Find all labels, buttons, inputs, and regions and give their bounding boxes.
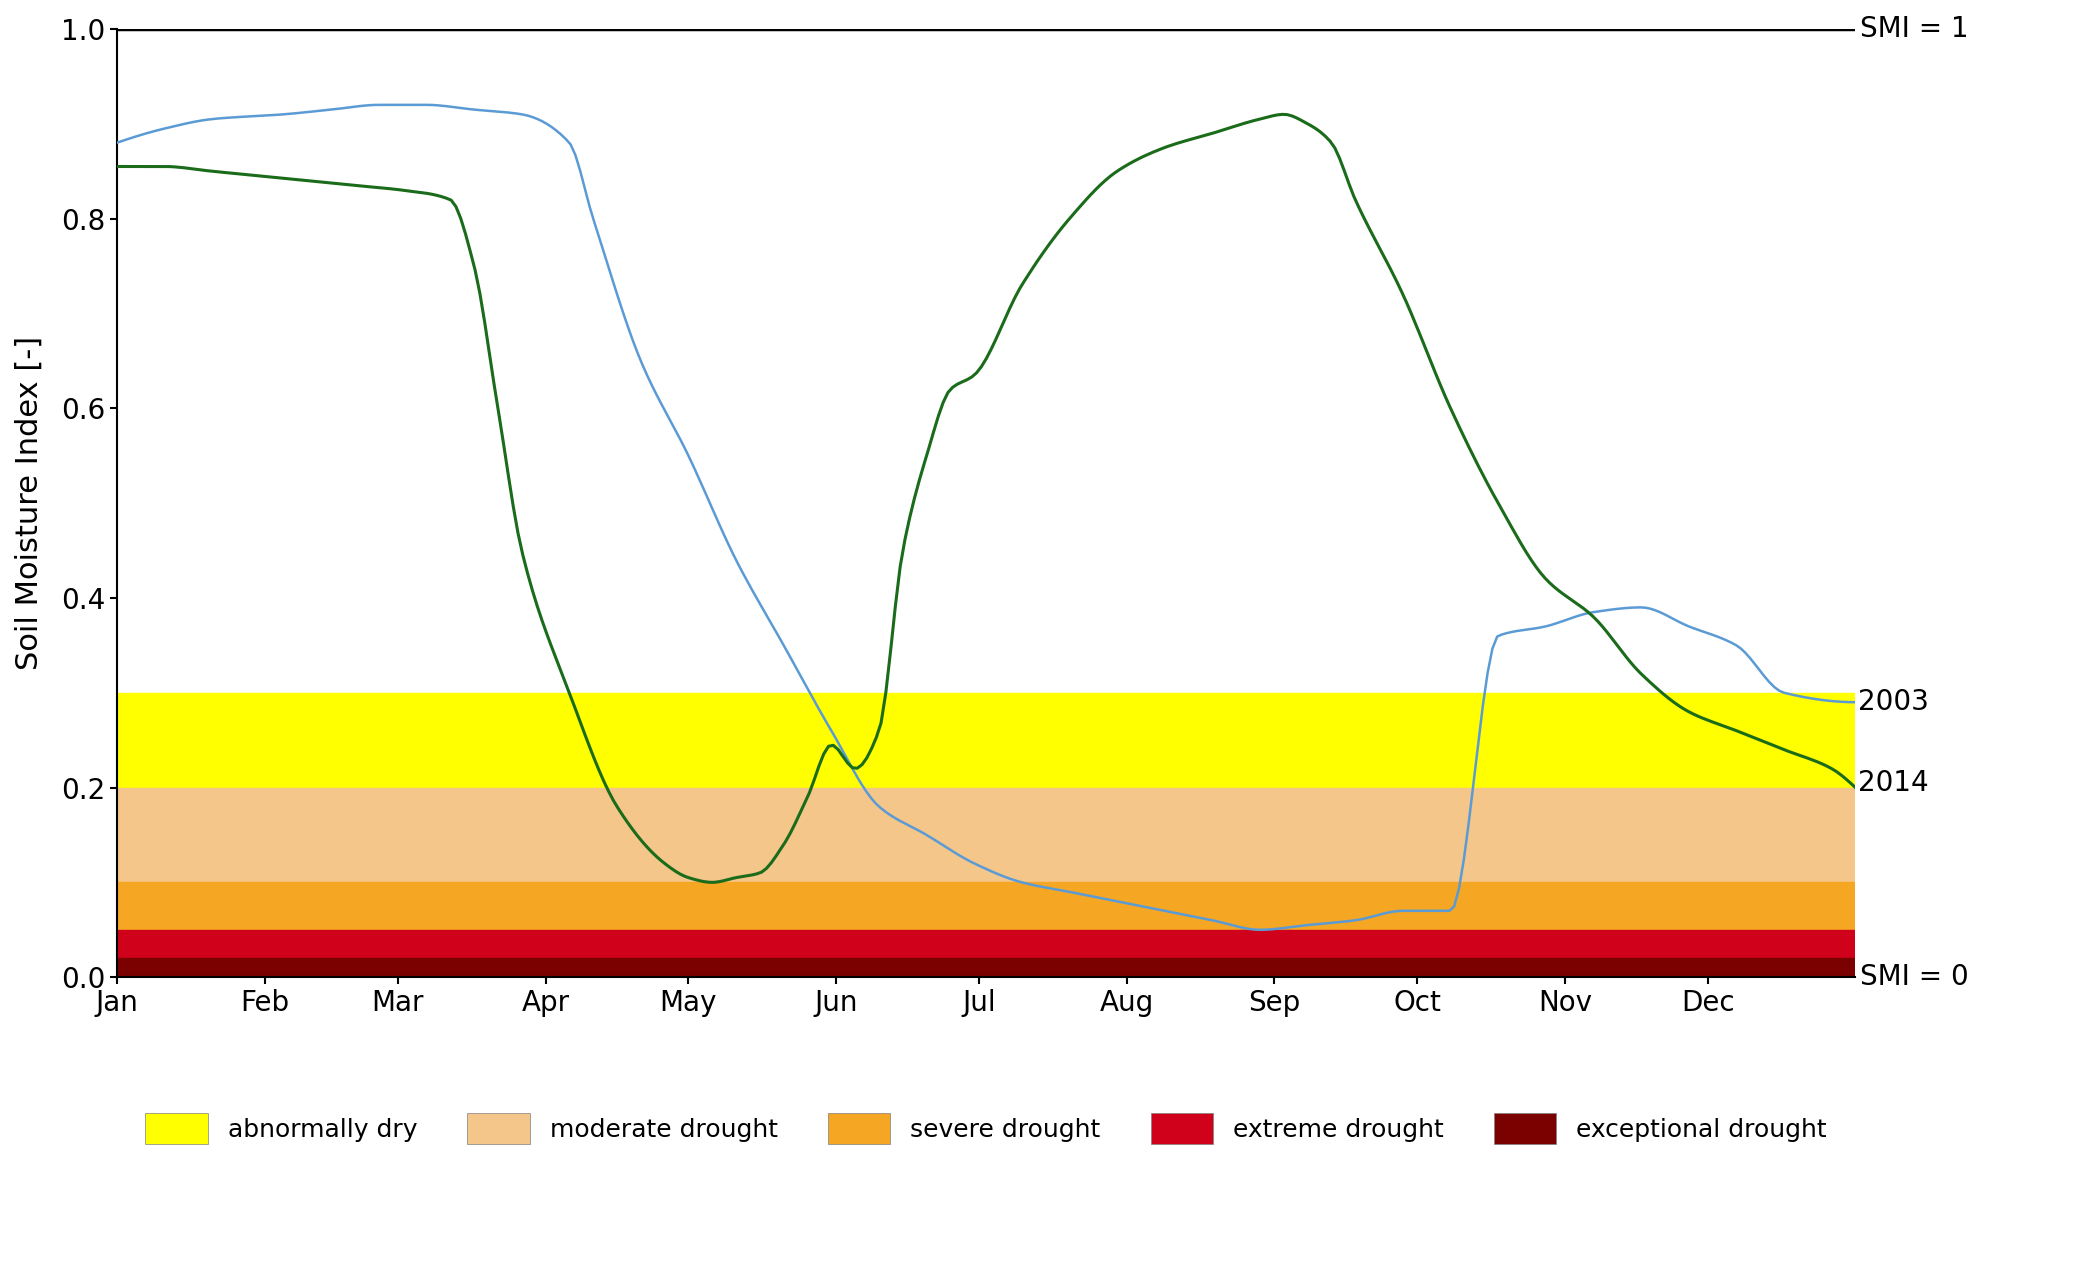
Bar [117,692,1856,788]
Text: SMI = 1: SMI = 1 [1860,15,1969,43]
Text: SMI = 0: SMI = 0 [1860,963,1969,991]
Text: 2003: 2003 [1858,688,1929,717]
Bar [117,882,1856,929]
Bar [117,959,1856,977]
Text: 2014: 2014 [1858,769,1929,797]
Legend: abnormally dry, moderate drought, severe drought, extreme drought, exceptional d: abnormally dry, moderate drought, severe… [136,1103,1837,1154]
Y-axis label: Soil Moisture Index [-]: Soil Moisture Index [-] [15,337,44,671]
Bar [117,788,1856,882]
Bar [117,929,1856,959]
